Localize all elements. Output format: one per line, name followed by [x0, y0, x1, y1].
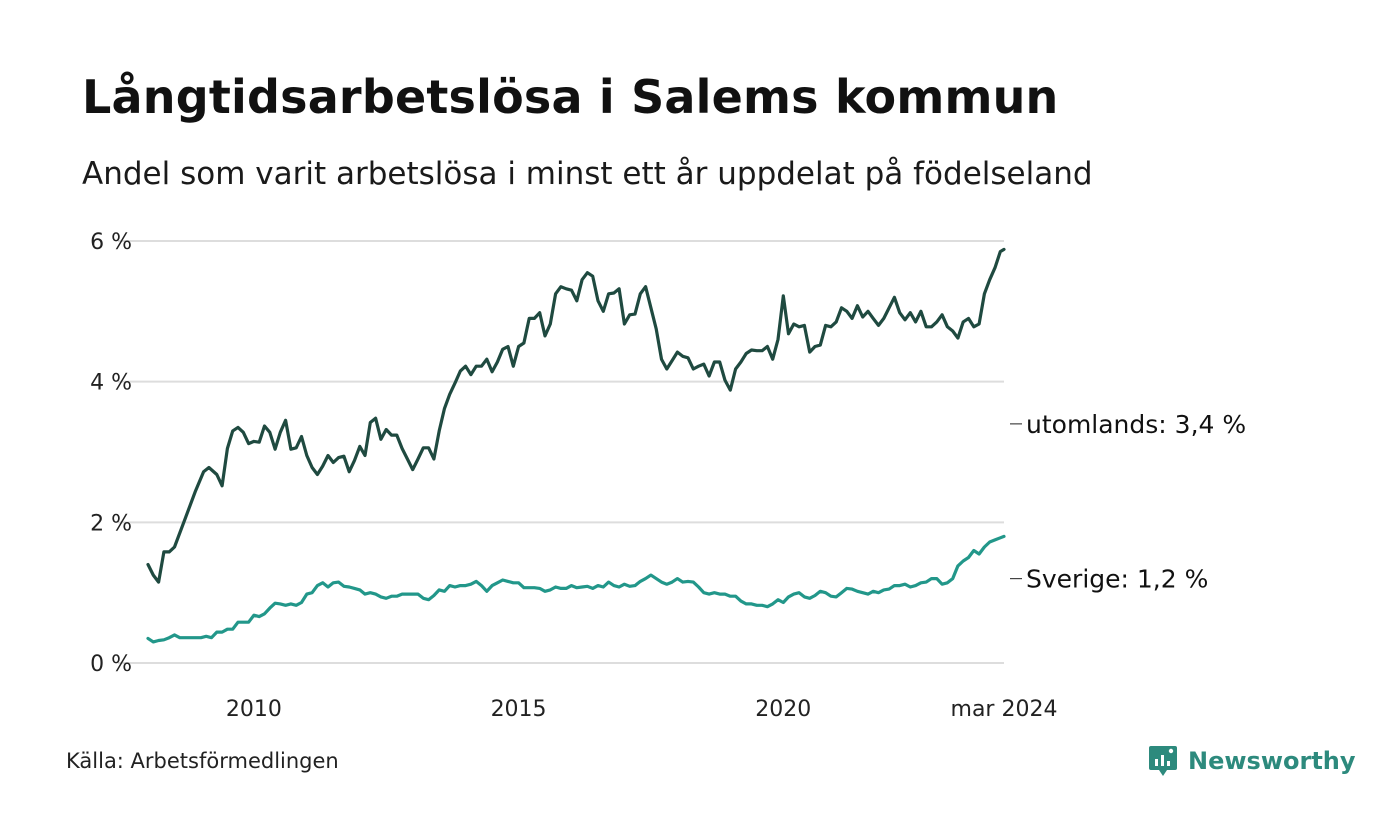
x-tick-label: mar 2024 — [951, 697, 1058, 722]
source-note: Källa: Arbetsförmedlingen — [66, 749, 339, 773]
chart-title: Långtidsarbetslösa i Salems kommun — [82, 70, 1059, 124]
series-line-sverige — [146, 534, 1006, 644]
series-end-label-sverige: Sverige: 1,2 % — [1026, 565, 1208, 594]
grid-lines — [118, 240, 1004, 664]
x-tick-label: 2020 — [755, 697, 811, 722]
y-tick-label: 6 % — [90, 230, 132, 255]
y-axis-labels: 0 % 2 % 4 % 6 % — [90, 230, 132, 677]
x-tick-label: 2015 — [491, 697, 547, 722]
newsworthy-icon — [1149, 746, 1177, 776]
series-end-labels: utomlands: 3,4 % Sverige: 1,2 % — [1010, 410, 1246, 594]
x-tick-label: 2010 — [226, 697, 282, 722]
newsworthy-logo: Newsworthy — [1148, 744, 1356, 778]
series-end-label-utomlands: utomlands: 3,4 % — [1026, 410, 1246, 439]
chart-subtitle: Andel som varit arbetslösa i minst ett å… — [82, 156, 1093, 192]
series-lines — [146, 247, 1006, 644]
series-line-utomlands — [146, 247, 1006, 584]
x-axis-labels: 2010 2015 2020 mar 2024 — [226, 697, 1058, 722]
y-tick-label: 2 % — [90, 511, 132, 536]
brand-name: Newsworthy — [1188, 747, 1356, 775]
y-tick-label: 4 % — [90, 371, 132, 396]
y-tick-label: 0 % — [90, 652, 132, 677]
